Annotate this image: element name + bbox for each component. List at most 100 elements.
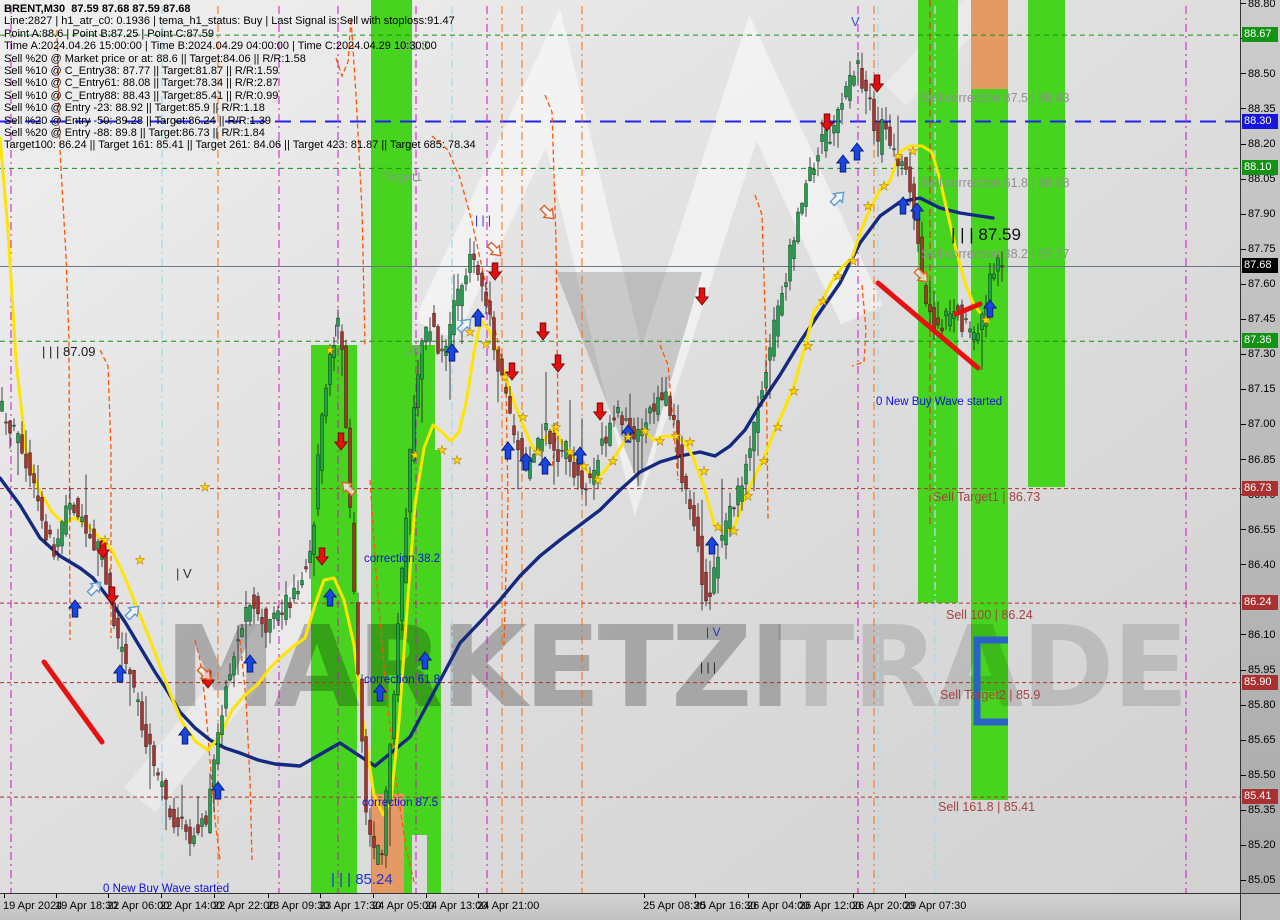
buy-signal-arrow-icon xyxy=(982,299,998,318)
sell-signal-arrow-icon xyxy=(869,74,885,93)
chart-annotation: | xyxy=(334,322,337,337)
buy-signal-arrow-icon xyxy=(572,446,588,465)
star-signal-icon: ★ xyxy=(671,429,682,443)
buy-signal-arrow-icon xyxy=(518,452,534,471)
hollow-arrow-icon xyxy=(196,665,212,681)
time-tick-mark xyxy=(268,894,269,898)
chart-info-overlay: BRENT,M30 87.59 87.68 87.59 87.68 Line:28… xyxy=(4,3,704,152)
price-level-badge: 87.36 xyxy=(1242,333,1278,349)
time-axis[interactable]: 19 Apr 2024 19 Apr 18:30 22 Apr 06:00 22 Ap… xyxy=(0,893,1240,920)
buy-signal-arrow-icon xyxy=(177,726,193,745)
watermark-text-marketzi: MARKETZI xyxy=(165,603,788,733)
buy-signal-arrow-icon xyxy=(322,588,338,607)
hollow-arrow-icon xyxy=(456,318,472,334)
slow-ma-line xyxy=(0,196,995,768)
chart-annotation: 0 New Buy Wave started xyxy=(876,396,1002,408)
buy-signal-arrow-icon xyxy=(849,142,865,161)
time-axis-label: 22 Apr 14:00 xyxy=(160,900,223,912)
signal-info-line: Sell %20 @ Market price or at: 88.6 || T… xyxy=(4,52,306,65)
price-tick-label: 87.45 xyxy=(1241,313,1276,327)
star-signal-icon: ★ xyxy=(593,473,604,487)
price-tick-label: 86.85 xyxy=(1241,454,1276,468)
watermark-text-trade: TRADE xyxy=(778,603,1187,733)
star-signal-icon: ★ xyxy=(325,343,336,357)
price-tick-label: 85.50 xyxy=(1241,769,1276,783)
signal-info-line: Line:2827 | h1_atr_c0: 0.1936 | tema_h1_… xyxy=(4,15,455,28)
price-tick-label: 85.20 xyxy=(1241,839,1276,853)
time-tick-mark xyxy=(161,894,162,898)
trailing-stop-line xyxy=(544,94,559,469)
star-signal-icon: ★ xyxy=(500,370,511,384)
star-signal-icon: ★ xyxy=(699,464,710,478)
time-axis-label: 24 Apr 21:00 xyxy=(477,900,540,912)
hollow-arrow-icon xyxy=(539,204,555,220)
red-trendline[interactable] xyxy=(875,280,981,371)
price-tick-label: 85.95 xyxy=(1241,664,1276,678)
sell-signal-arrow-icon xyxy=(819,113,835,132)
trailing-stop-line xyxy=(851,284,867,367)
logo-watermark-shape xyxy=(556,272,702,488)
fast-ma-line xyxy=(0,136,990,817)
time-axis-label: 19 Apr 18:30 xyxy=(55,900,118,912)
star-signal-icon: ★ xyxy=(465,325,476,339)
price-tick-label: 85.65 xyxy=(1241,734,1276,748)
red-trendline[interactable] xyxy=(41,659,105,745)
star-signal-icon: ★ xyxy=(908,144,919,158)
time-axis-label: 26 Apr 20:00 xyxy=(852,900,915,912)
star-signal-icon: ★ xyxy=(623,430,634,444)
green-zone-band xyxy=(427,450,441,893)
sell-signal-arrow-icon xyxy=(550,354,566,373)
red-trendline[interactable] xyxy=(953,301,983,317)
price-level-badge: 85.90 xyxy=(1242,674,1278,690)
signal-info-line: Sell %10 @ C_Entry88: 88.43 || Target:85… xyxy=(4,89,279,102)
time-axis-label: 24 Apr 05:00 xyxy=(372,900,435,912)
price-tick-label: 86.10 xyxy=(1241,629,1276,643)
price-tick-label: 87.15 xyxy=(1241,383,1276,397)
price-tick-label: 88.20 xyxy=(1241,138,1276,152)
time-tick-mark xyxy=(748,894,749,898)
hollow-arrow-icon xyxy=(124,605,140,621)
chart-annotation: | | | xyxy=(700,660,716,674)
sell-signal-arrow-icon xyxy=(314,547,330,566)
price-level-badge: 85.41 xyxy=(1242,789,1278,805)
star-signal-icon: ★ xyxy=(410,448,421,462)
chart-annotation: | | | 85.24 xyxy=(331,871,393,888)
sell-signal-arrow-icon xyxy=(333,432,349,451)
time-tick-mark xyxy=(478,894,479,898)
buy-signal-arrow-icon xyxy=(835,154,851,173)
price-axis[interactable]: 88.8088.6588.5088.3588.2088.0587.9087.75… xyxy=(1240,0,1280,893)
star-signal-icon: ★ xyxy=(100,533,111,547)
time-tick-mark xyxy=(905,894,906,898)
star-signal-icon: ★ xyxy=(565,445,576,459)
time-tick-mark xyxy=(56,894,57,898)
star-signal-icon: ★ xyxy=(833,269,844,283)
orange-zone-band xyxy=(971,0,1008,89)
price-tick-label: 88.05 xyxy=(1241,173,1276,187)
price-tick-label: 87.60 xyxy=(1241,278,1276,292)
trailing-stop-line xyxy=(99,349,112,638)
signal-info-line: Sell %10 @ C_Entry38: 87.77 || Target:81… xyxy=(4,65,279,78)
hollow-arrow-icon xyxy=(86,581,102,597)
price-level-badge: 86.24 xyxy=(1242,595,1278,611)
buy-signal-arrow-icon xyxy=(704,536,720,555)
price-tick-label: 86.40 xyxy=(1241,559,1276,573)
buy-signal-arrow-icon xyxy=(210,781,226,800)
blue-bracket-object[interactable] xyxy=(973,636,1008,726)
price-tick-label: 87.90 xyxy=(1241,208,1276,222)
star-signal-icon: ★ xyxy=(437,443,448,457)
price-level-badge: 87.68 xyxy=(1242,258,1278,274)
chart-annotation: 0 New Buy Wave started xyxy=(103,883,229,893)
time-tick-mark xyxy=(108,894,109,898)
buy-signal-arrow-icon xyxy=(112,664,128,683)
price-level-badge: 86.73 xyxy=(1242,480,1278,496)
chart-annotation: Sell correction 38.2 | 87.77 xyxy=(921,247,1070,261)
buy-signal-arrow-icon xyxy=(372,683,388,702)
star-signal-icon: ★ xyxy=(789,384,800,398)
buy-signal-arrow-icon xyxy=(537,456,553,475)
star-signal-icon: ★ xyxy=(818,294,829,308)
time-axis-label: 26 Apr 12:00 xyxy=(799,900,862,912)
buy-signal-arrow-icon xyxy=(444,343,460,362)
chart-annotation: correction 87.5 xyxy=(362,797,438,809)
trailing-stop-line xyxy=(194,639,221,861)
